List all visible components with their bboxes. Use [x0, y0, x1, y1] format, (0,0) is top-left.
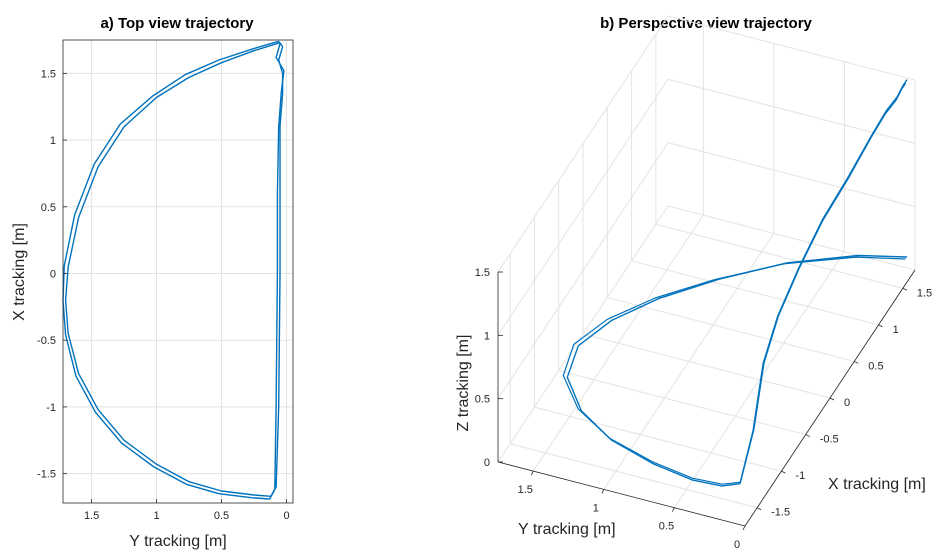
perspective-floor-gridline	[558, 370, 806, 436]
top-view-series-line	[62, 40, 285, 500]
top-view-y-tick-label: 1	[50, 135, 56, 147]
perspective-x-tick-label: -1	[795, 470, 805, 482]
perspective-x-tick-label: 1.5	[917, 287, 932, 299]
perspective-floor-gridline	[655, 223, 903, 289]
top-view-trajectory	[62, 40, 285, 500]
perspective-side-gridline	[667, 15, 916, 81]
top-view-y-tick-label: 0.5	[41, 202, 56, 214]
top-view-y-axis-label: X tracking [m]	[11, 223, 28, 321]
top-view-x-tick-label: 0.5	[214, 510, 229, 522]
perspective-view-x-axis-label: X tracking [m]	[828, 476, 926, 493]
top-view-ticks: 1.5 1 0.5 0 1.5 1 0.5 0 -0.5 -1 -1.5	[37, 68, 290, 522]
perspective-y-tick-label: 0.5	[659, 521, 674, 533]
perspective-view-z-axis-label: Z tracking [m]	[455, 335, 472, 432]
perspective-floor-gridline	[674, 251, 845, 508]
perspective-back-gridline	[497, 205, 669, 463]
top-view-y-tick-label: -1	[46, 402, 56, 414]
perspective-floor-gridline	[582, 333, 831, 399]
perspective-view-y-axis-label: Y tracking [m]	[518, 521, 616, 538]
perspective-x-tick-label: -0.5	[820, 434, 839, 446]
perspective-view-grid	[497, 15, 916, 527]
perspective-side-gridline	[667, 142, 916, 208]
perspective-z-tick-label: 1.5	[475, 267, 490, 279]
top-view-axes-box	[62, 39, 294, 504]
top-view-chart: a) Top view trajectory 1.5 1 0.5 0 1.5 1 0.5 0 -…	[11, 15, 294, 550]
top-view-series-line	[64, 42, 284, 497]
perspective-x-tick-mark	[878, 324, 883, 328]
perspective-x-tick-label: 1	[893, 324, 899, 336]
perspective-floor-gridline	[532, 214, 704, 472]
perspective-x-tick-mark	[829, 397, 835, 401]
perspective-y-tick-mark	[530, 470, 534, 476]
perspective-y-tick-label: 0	[734, 539, 740, 550]
top-view-title: a) Top view trajectory	[100, 15, 254, 32]
top-view-x-tick-label: 1	[153, 510, 159, 522]
top-view-y-tick-label: -1.5	[37, 469, 56, 481]
top-view-y-tick-label: 0	[50, 269, 56, 281]
perspective-back-gridline	[497, 15, 669, 273]
perspective-y-tick-label: 1.5	[518, 484, 533, 496]
perspective-z-tick-label: 1	[484, 330, 490, 342]
perspective-view-trajectory	[562, 79, 908, 487]
perspective-y-tick-label: 1	[593, 502, 599, 514]
top-view-y-tick-label: 1.5	[41, 68, 56, 80]
perspective-x-tick-mark	[756, 507, 762, 511]
perspective-x-tick-label: 0	[844, 397, 850, 409]
perspective-view-title: b) Perspective view trajectory	[600, 15, 812, 32]
perspective-x-tick-mark	[854, 361, 859, 364]
perspective-x-tick-mark	[805, 434, 810, 437]
perspective-side-gridline	[667, 78, 916, 144]
top-view-x-tick-label: 1.5	[84, 510, 99, 522]
perspective-floor-gridline	[603, 233, 775, 490]
perspective-y-tick-mark	[601, 489, 605, 494]
perspective-floor-gridline	[607, 296, 855, 362]
perspective-series-line	[566, 79, 908, 487]
perspective-floor-gridline	[510, 443, 758, 509]
perspective-back-gridline	[497, 142, 669, 399]
perspective-y-axis-line	[497, 461, 746, 527]
perspective-z-tick-label: 0	[484, 457, 490, 469]
top-view-grid	[63, 40, 293, 503]
perspective-z-tick-label: 0.5	[475, 394, 490, 406]
top-view-x-tick-label: 0	[283, 510, 289, 522]
top-view-plot-area	[63, 40, 293, 503]
perspective-side-gridline	[667, 205, 916, 271]
perspective-x-tick-mark	[781, 470, 786, 474]
perspective-view-chart: b) Perspective view trajectory -1.5 -1 -0.…	[455, 15, 932, 550]
perspective-x-tick-mark	[902, 287, 908, 291]
perspective-view-ticks: -1.5 -1 -0.5 0 0.5 1 1.5 1.5 1 0.5 0 0 0.5 1 1.5	[475, 267, 932, 550]
perspective-y-tick-mark	[672, 507, 675, 512]
perspective-x-tick-label: -1.5	[771, 507, 790, 519]
top-view-x-axis-label: Y tracking [m]	[129, 533, 227, 550]
perspective-y-tick-mark	[742, 525, 746, 531]
perspective-series-line-repeat	[562, 83, 907, 485]
perspective-floor-gridline	[534, 406, 782, 472]
perspective-floor-gridline	[631, 260, 879, 326]
top-view-y-tick-label: -0.5	[37, 335, 56, 347]
perspective-x-tick-label: 0.5	[868, 360, 883, 372]
perspective-back-gridline	[497, 79, 669, 336]
